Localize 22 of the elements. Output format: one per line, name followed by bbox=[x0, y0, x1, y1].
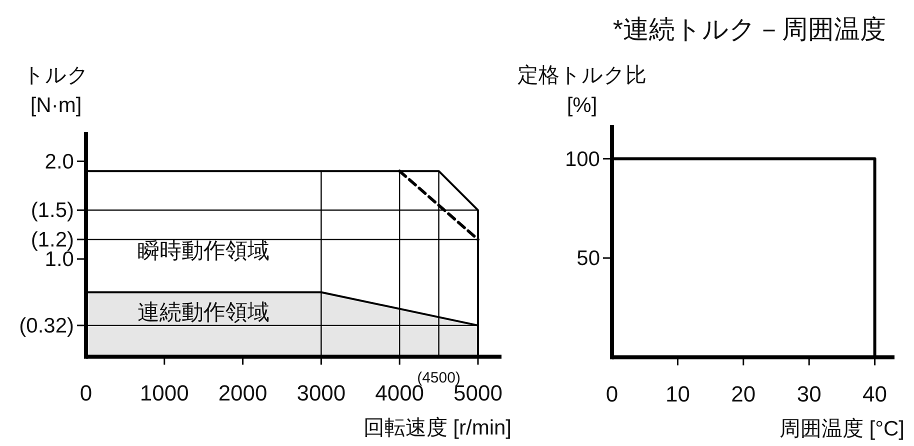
y-axis-title: 定格トルク比 [%] bbox=[518, 64, 646, 117]
x-tick-label: 20 bbox=[731, 381, 756, 406]
chart-title: *連続トルク－周囲温度 bbox=[612, 14, 886, 44]
x-tick-label: 10 bbox=[665, 381, 690, 406]
x-tick-label: 3000 bbox=[296, 380, 346, 406]
x-axis-title: 回転速度 [r/min] bbox=[363, 416, 512, 440]
x-tick-label: 0 bbox=[80, 380, 92, 406]
x-tick-label: 0 bbox=[606, 381, 618, 406]
y-tick-label: 2.0 bbox=[44, 150, 74, 174]
x-tick-label: 2000 bbox=[218, 380, 268, 406]
y-tick-label: 50 bbox=[576, 247, 600, 270]
x-tick-label: 1000 bbox=[140, 380, 189, 406]
y-tick-label: (1.2) bbox=[30, 228, 74, 252]
x-tick-label: 40 bbox=[862, 381, 888, 406]
x-axis-title: 周囲温度 [°C] bbox=[779, 417, 904, 440]
y-tick-label: 100 bbox=[564, 148, 600, 171]
y-axis-title: トルク [N·m] bbox=[23, 64, 89, 117]
series-label: 連続動作領域 bbox=[138, 300, 270, 325]
series-label: 瞬時動作領域 bbox=[138, 238, 270, 263]
y-tick-label: (1.5) bbox=[30, 199, 74, 222]
x-tick-label: 30 bbox=[796, 381, 822, 406]
y-tick-label: (0.32) bbox=[19, 314, 74, 338]
